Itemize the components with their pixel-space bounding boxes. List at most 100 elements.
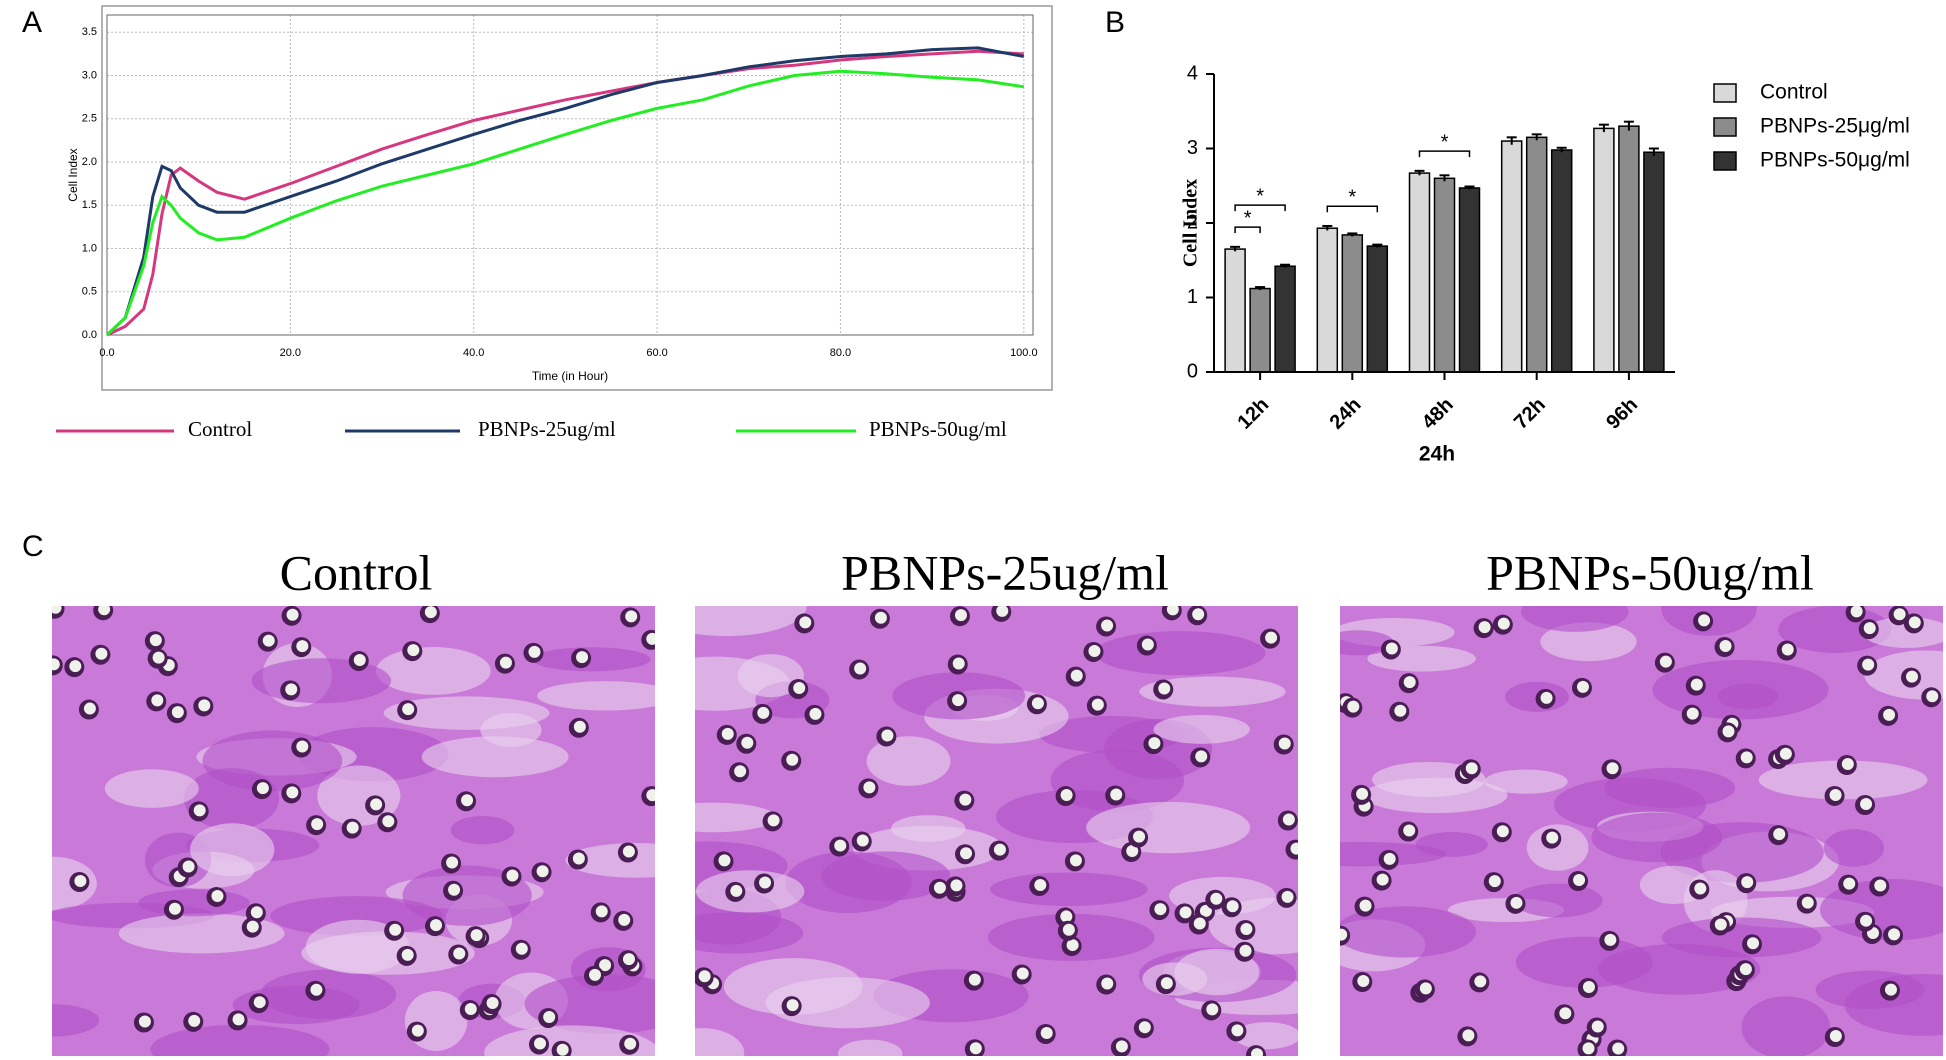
cell-body [1484, 769, 1568, 794]
cell-body [404, 990, 468, 1051]
bar [1593, 127, 1615, 373]
pore-center [1192, 608, 1205, 621]
pore-center [1154, 903, 1167, 916]
pore-center [499, 656, 512, 669]
pore-center [1110, 788, 1123, 801]
x-tick-label: 20.0 [280, 347, 301, 359]
pore-center [382, 815, 395, 828]
pore-center [1070, 669, 1083, 682]
pore-center [1747, 937, 1760, 950]
pore-center [595, 905, 608, 918]
y-tick-label: 2.0 [82, 156, 97, 168]
cell-body [695, 870, 805, 913]
pore-center [543, 1010, 556, 1023]
cell-body [104, 769, 199, 808]
plot-frame [106, 14, 1034, 336]
significance-bracket [1326, 205, 1379, 213]
pore-center [311, 818, 324, 831]
pore-center [152, 651, 165, 664]
legend-swatch [1713, 151, 1737, 171]
pore-center [1779, 747, 1792, 760]
cell-body [821, 851, 951, 901]
pore-center [1496, 825, 1509, 838]
pore-center [959, 793, 972, 806]
pore-center [1240, 922, 1253, 935]
pore-center [734, 765, 747, 778]
pore-center [536, 865, 549, 878]
pore-center [1251, 1048, 1264, 1056]
pore-center [933, 881, 946, 894]
pore-center [353, 653, 366, 666]
legend-label: Control [188, 417, 252, 441]
cell-body [1415, 831, 1488, 857]
legend-swatch [1713, 117, 1737, 137]
pore-center [424, 606, 437, 619]
pore-center [1385, 642, 1398, 655]
pore-center [960, 847, 973, 860]
pore-center [950, 879, 963, 892]
pore-center [741, 736, 754, 749]
panel-label: A [22, 6, 42, 39]
pore-center [1290, 842, 1298, 855]
pore-center [786, 753, 799, 766]
pore-center [1559, 1007, 1572, 1020]
pore-center [625, 610, 638, 623]
y-tick-label: 3.5 [82, 26, 97, 38]
pore-center [246, 920, 259, 933]
pore-center [1694, 882, 1707, 895]
pore-center [1893, 608, 1906, 621]
y-tick-label: 0.0 [82, 329, 97, 341]
bar [1408, 172, 1431, 373]
pore-center [1860, 914, 1873, 927]
panel-label: C [22, 530, 44, 563]
pore-center [1403, 676, 1416, 689]
pore-center [757, 706, 770, 719]
pore-center [1722, 725, 1735, 738]
y-tick-label: 1 [1187, 286, 1198, 308]
bar [1643, 151, 1665, 373]
micrograph [695, 606, 1298, 1056]
x-tick-label: 40.0 [463, 347, 484, 359]
pore-center [95, 647, 108, 660]
legend-label: PBNPs-25μg/ml [1760, 115, 1910, 138]
pore-center [1591, 1020, 1604, 1033]
pore-center [1101, 977, 1114, 990]
y-tick-label: 1.5 [82, 199, 97, 211]
pore-center [1582, 981, 1595, 994]
pore-center [1659, 655, 1672, 668]
pore-center [1148, 737, 1161, 750]
pore-center [534, 1037, 547, 1050]
cell-body [1513, 883, 1603, 918]
pore-center [370, 798, 383, 811]
pore-center [285, 683, 298, 696]
bar [1500, 140, 1523, 373]
pore-center [996, 606, 1009, 617]
pore-center [446, 856, 459, 869]
series-line [105, 69, 1025, 337]
x-axis-label: Time (in Hour) [532, 369, 608, 383]
pore-center [1040, 1026, 1053, 1039]
y-axis-label: Cell Index [66, 148, 80, 201]
cell-body [421, 736, 569, 778]
bar [1550, 149, 1573, 373]
cell-body [737, 654, 804, 698]
pore-center [759, 876, 772, 889]
cell-body [484, 1025, 655, 1056]
pore-center [464, 1003, 477, 1016]
pore-center [1606, 762, 1619, 775]
pore-center [1356, 787, 1369, 800]
cell-body [1086, 801, 1251, 854]
pore-center [1801, 896, 1814, 909]
pore-center [622, 953, 635, 966]
pore-center [1282, 813, 1295, 826]
y-tick-label: 1.0 [82, 242, 97, 254]
pore-center [624, 1037, 637, 1050]
pore-center [411, 1024, 424, 1037]
pore-center [1101, 619, 1114, 632]
cell-body [383, 696, 550, 730]
cell-body [138, 889, 250, 917]
pore-center [1474, 975, 1487, 988]
y-tick-label: 0.5 [82, 286, 97, 298]
pore-center [389, 923, 402, 936]
pore-center [1383, 852, 1396, 865]
